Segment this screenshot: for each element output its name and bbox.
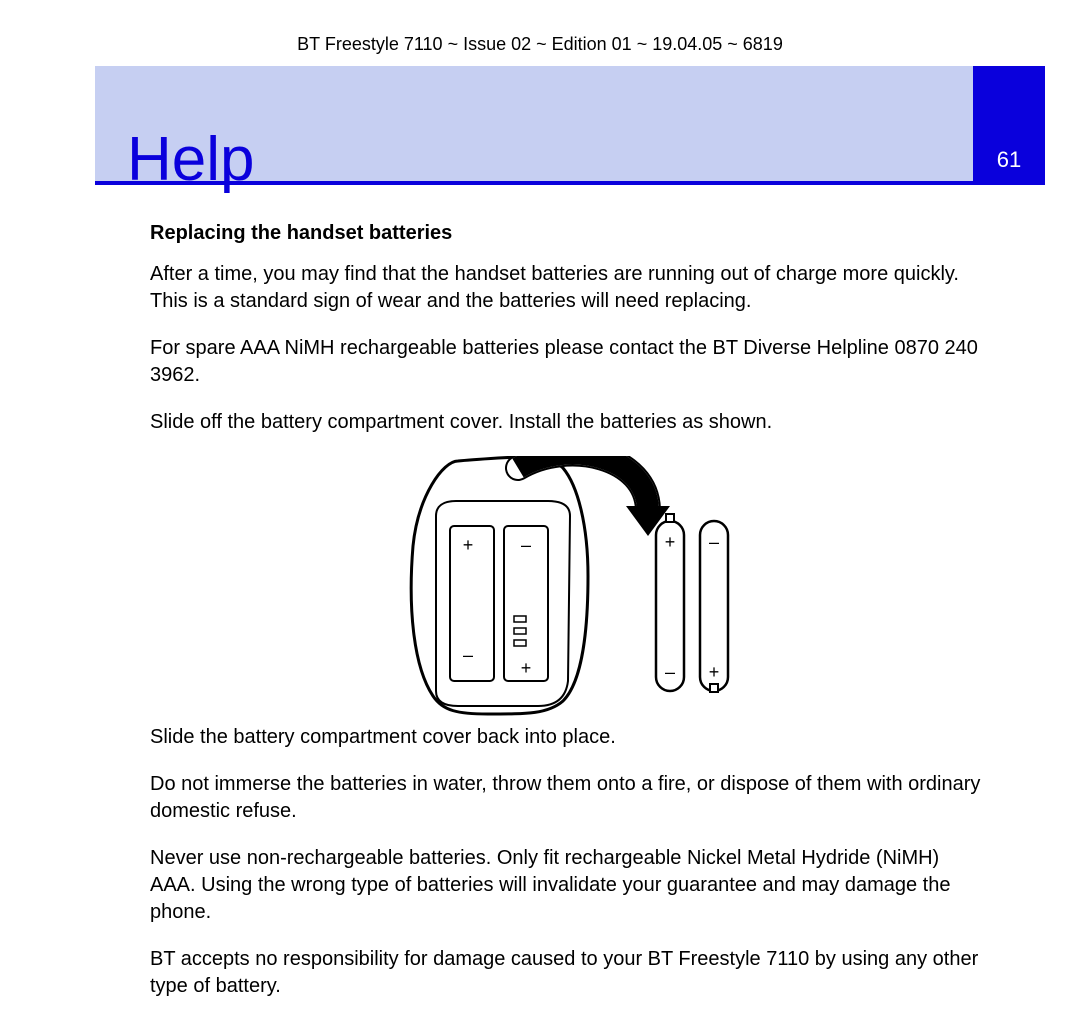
battery-diagram: + – – + + – – + [150, 456, 985, 716]
polarity-label: – [664, 662, 674, 682]
paragraph-3: Slide off the battery compartment cover.… [150, 409, 985, 436]
header-banner: Help 61 [95, 66, 1045, 181]
polarity-label: + [520, 658, 531, 678]
document-id: BT Freestyle 7110 ~ Issue 02 ~ Edition 0… [0, 34, 1080, 55]
polarity-label: + [462, 535, 473, 555]
polarity-label: + [708, 662, 719, 682]
paragraph-4: Slide the battery compartment cover back… [150, 724, 985, 751]
paragraph-2: For spare AAA NiMH rechargeable batterie… [150, 335, 985, 389]
polarity-label: – [520, 535, 530, 555]
battery-2-tip-icon [710, 684, 718, 692]
polarity-label: – [462, 645, 472, 665]
battery-1-tip-icon [666, 514, 674, 522]
header-rule [95, 181, 1045, 185]
paragraph-6: Never use non-rechargeable batteries. On… [150, 845, 985, 926]
battery-diagram-svg: + – – + + – – + [388, 456, 748, 716]
paragraph-5: Do not immerse the batteries in water, t… [150, 771, 985, 825]
paragraph-7: BT accepts no responsibility for damage … [150, 946, 985, 1000]
page-number: 61 [997, 147, 1021, 173]
section-heading: Replacing the handset batteries [150, 220, 985, 247]
page: BT Freestyle 7110 ~ Issue 02 ~ Edition 0… [0, 0, 1080, 1025]
paragraph-1: After a time, you may find that the hand… [150, 261, 985, 315]
banner-left: Help [95, 66, 973, 181]
banner-right: 61 [973, 66, 1045, 181]
polarity-label: + [664, 532, 675, 552]
polarity-label: – [708, 532, 718, 552]
content-area: Replacing the handset batteries After a … [150, 220, 985, 1020]
